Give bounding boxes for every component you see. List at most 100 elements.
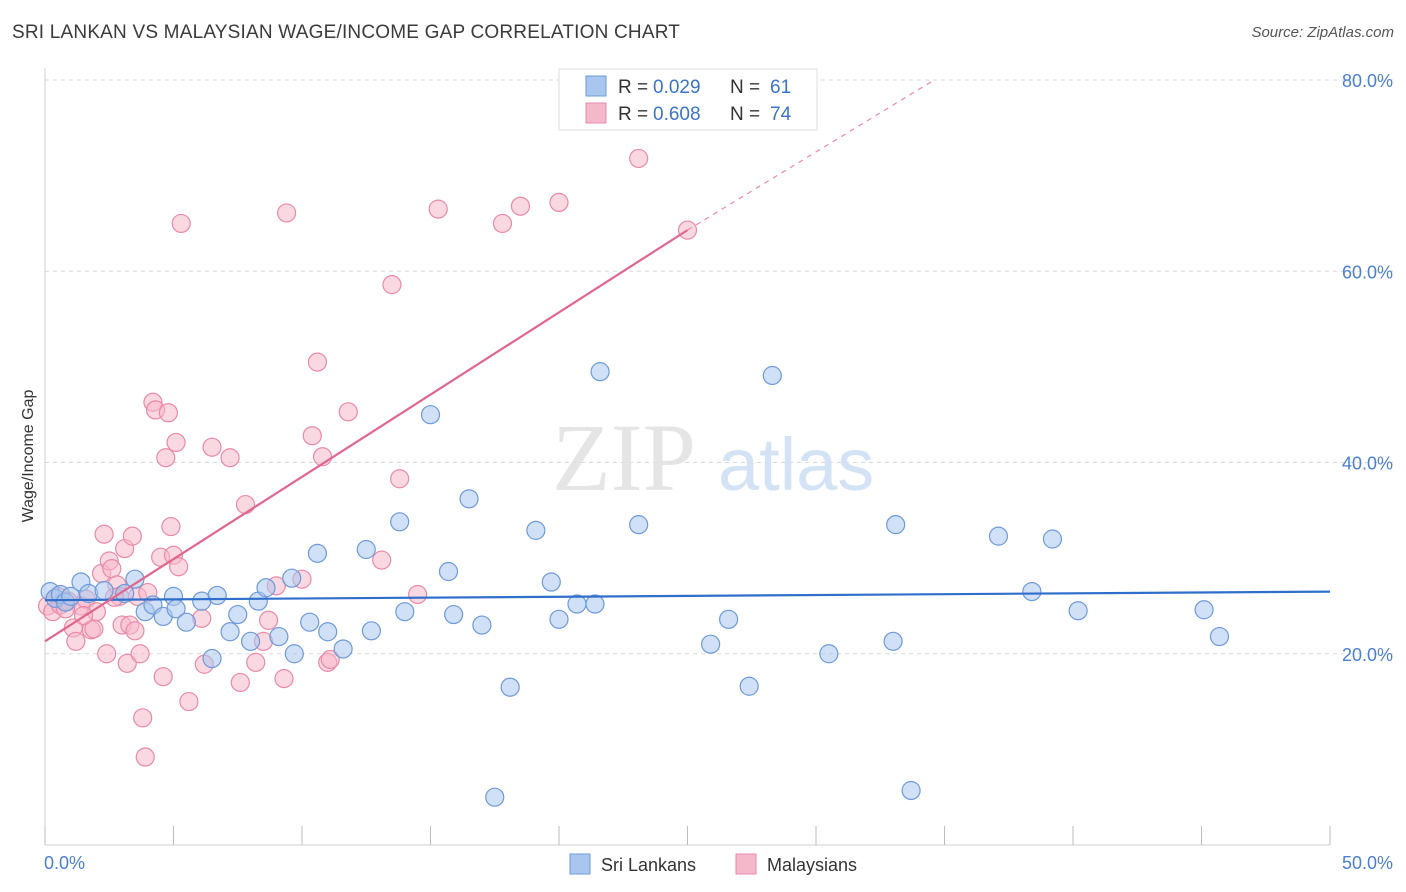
sri-lankans-point-48 xyxy=(629,515,649,535)
malaysians-point-35 xyxy=(158,403,178,423)
legend-n-value-blue: 61 xyxy=(770,77,791,98)
sri-lankans-point-32 xyxy=(361,621,381,641)
sri-lankans-point-7 xyxy=(94,581,114,601)
chart-source: Source: ZipAtlas.com xyxy=(1251,24,1394,41)
malaysians-point-16 xyxy=(102,559,122,579)
sri-lankans-point-42 xyxy=(526,520,546,540)
y-tick-label-2: 60.0% xyxy=(1342,262,1393,282)
sri-lankans-point-37 xyxy=(444,604,464,625)
malaysians-point-41 xyxy=(179,691,199,712)
sri-lankans-point-59 xyxy=(1042,529,1063,549)
bottom-legend: Sri Lankans Malaysians xyxy=(569,853,857,875)
malaysians-point-34 xyxy=(156,448,176,468)
sri-lankans-point-34 xyxy=(395,602,415,622)
sri-lankans-point-43 xyxy=(541,572,561,592)
sri-lankans-point-39 xyxy=(472,615,492,635)
watermark-atlas: atlas xyxy=(718,423,874,506)
legend-swatch-pink xyxy=(585,102,607,124)
malaysians-point-23 xyxy=(122,526,142,546)
malaysians-point-33 xyxy=(153,667,173,687)
malaysians-point-66 xyxy=(492,213,513,234)
malaysians-point-50 xyxy=(258,610,279,630)
legend-r-label-blue: R = xyxy=(618,77,648,98)
sri-lankans-points xyxy=(40,362,1230,807)
sri-lankans-point-61 xyxy=(1194,600,1214,620)
sri-lankans-point-50 xyxy=(719,609,739,629)
sri-lankans-point-29 xyxy=(318,622,338,642)
malaysians-point-47 xyxy=(235,494,256,515)
sri-lankans-point-30 xyxy=(333,639,353,659)
bottom-legend-sri-lankans: Sri Lankans xyxy=(601,855,696,875)
sri-lankans-point-58 xyxy=(1022,581,1042,602)
sri-lankans-point-24 xyxy=(269,626,289,647)
y-tick-label-1: 40.0% xyxy=(1342,454,1393,474)
legend-swatch-blue xyxy=(585,75,607,97)
sri-lankans-point-54 xyxy=(883,631,903,651)
sri-lankans-point-49 xyxy=(701,634,721,654)
y-tick-label-0: 20.0% xyxy=(1342,645,1393,665)
sri-lankans-point-46 xyxy=(585,594,605,614)
sri-lankans-point-52 xyxy=(762,365,782,386)
chart-title: SRI LANKAN VS MALAYSIAN WAGE/INCOME GAP … xyxy=(12,22,681,43)
sri-lankans-point-41 xyxy=(485,787,505,807)
malaysians-point-28 xyxy=(135,747,155,767)
sri-lankans-point-8 xyxy=(115,583,135,604)
y-axis-label: Wage/Income Gap xyxy=(20,390,37,523)
malaysians-point-24 xyxy=(125,621,145,641)
legend: R = 0.029 N = 61 R = 0.608 N = 74 xyxy=(558,68,818,131)
sri-lankans-point-36 xyxy=(438,561,459,582)
legend-n-value-pink: 74 xyxy=(770,104,792,125)
malaysians-trend-line xyxy=(44,229,689,643)
y-tick-label-3: 80.0% xyxy=(1342,71,1393,91)
malaysians-point-63 xyxy=(390,469,410,489)
sri-lankans-point-28 xyxy=(307,543,328,563)
sri-lankans-point-33 xyxy=(390,512,410,532)
malaysians-point-6 xyxy=(66,631,86,651)
malaysians-point-36 xyxy=(161,516,181,537)
sri-lankans-point-26 xyxy=(284,644,304,664)
legend-n-label-pink: N = xyxy=(730,104,760,125)
sri-lankans-point-53 xyxy=(819,644,839,664)
malaysians-point-13 xyxy=(94,524,114,544)
sri-lankans-point-18 xyxy=(207,585,227,606)
sri-lankans-point-38 xyxy=(459,489,479,509)
malaysians-point-62 xyxy=(382,275,402,295)
sri-lankans-point-57 xyxy=(988,526,1009,546)
malaysians-point-48 xyxy=(246,652,266,672)
malaysians-point-52 xyxy=(274,669,294,689)
malaysians-point-61 xyxy=(372,550,392,570)
malaysians-point-21 xyxy=(117,653,137,673)
sri-lankans-point-35 xyxy=(420,405,441,425)
malaysians-point-45 xyxy=(220,448,240,468)
legend-r-value-pink: 0.608 xyxy=(653,104,701,125)
sri-lankans-point-55 xyxy=(886,515,906,535)
sri-lankans-point-51 xyxy=(739,676,759,696)
sri-lankans-point-20 xyxy=(228,604,248,625)
malaysians-point-38 xyxy=(166,432,186,453)
malaysians-point-65 xyxy=(428,199,448,219)
malaysians-point-69 xyxy=(629,148,649,169)
sri-lankans-point-23 xyxy=(256,578,276,598)
sri-lankans-point-15 xyxy=(176,612,196,632)
legend-r-label-pink: R = xyxy=(618,104,648,125)
sri-lankans-trend-line xyxy=(44,590,1331,602)
malaysians-point-56 xyxy=(307,352,328,372)
bottom-legend-swatch-blue xyxy=(569,853,591,875)
malaysians-trend-line-extension xyxy=(687,79,935,231)
sri-lankans-point-31 xyxy=(356,539,376,560)
malaysians-point-14 xyxy=(97,644,117,664)
sri-lankans-point-47 xyxy=(590,362,610,382)
legend-n-label-blue: N = xyxy=(730,77,760,98)
malaysians-point-27 xyxy=(133,708,153,728)
malaysians-point-59 xyxy=(320,649,340,670)
malaysians-point-44 xyxy=(202,437,222,457)
malaysians-point-67 xyxy=(510,196,531,216)
x-tick-label-max: 50.0% xyxy=(1342,853,1393,873)
sri-lankans-point-62 xyxy=(1209,626,1230,647)
bottom-legend-malaysians: Malaysians xyxy=(767,855,857,875)
sri-lankans-point-19 xyxy=(220,622,240,642)
malaysians-point-46 xyxy=(230,672,250,693)
malaysians-point-26 xyxy=(130,644,150,664)
watermark: ZIP atlas xyxy=(552,404,874,511)
